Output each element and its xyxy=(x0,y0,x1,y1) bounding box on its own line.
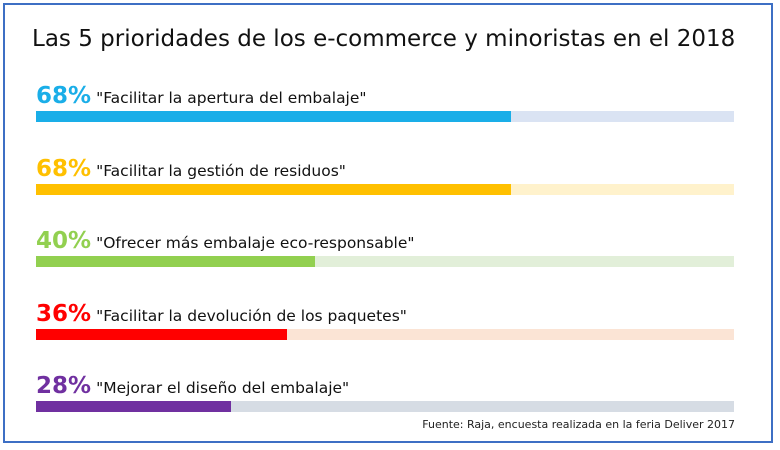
bar-percent-label: 40% xyxy=(36,228,92,254)
bar-row-label: 68% "Facilitar la apertura del embalaje" xyxy=(36,81,367,111)
bar-row-label: 68% "Facilitar la gestión de residuos" xyxy=(36,154,346,184)
bar-percent-label: 28% xyxy=(36,373,92,399)
bar-row: 28% "Mejorar el diseño del embalaje" xyxy=(36,371,734,419)
bar-track xyxy=(36,111,734,122)
bar-track xyxy=(36,256,734,267)
bar-row-label: 36% "Facilitar la devolución de los paque… xyxy=(36,299,407,329)
bar-track xyxy=(36,401,734,412)
bar-fill xyxy=(36,183,511,195)
bar-track xyxy=(36,328,734,340)
bar-category-label: "Facilitar la gestión de residuos" xyxy=(96,161,346,180)
bar-row: 36% "Facilitar la devolución de los paque… xyxy=(36,299,734,347)
chart-frame xyxy=(3,3,773,443)
bar-row: 40% "Ofrecer más embalaje eco-responsable… xyxy=(36,226,734,274)
bar-row-label: 40% "Ofrecer más embalaje eco-responsable… xyxy=(36,226,415,256)
bar-category-label: "Mejorar el diseño del embalaje" xyxy=(96,379,350,397)
bar-fill xyxy=(36,328,288,340)
bar-row: 68% "Facilitar la gestión de residuos" xyxy=(36,154,734,202)
bar-percent-label: 68% xyxy=(36,155,92,182)
bar-category-label: "Facilitar la devolución de los paquetes… xyxy=(96,306,407,325)
bar-fill xyxy=(36,401,232,412)
bar-percent-label: 36% xyxy=(36,300,92,327)
source-note: Fuente: Raja, encuesta realizada en la f… xyxy=(422,418,735,431)
bar-row: 68% "Facilitar la apertura del embalaje" xyxy=(36,81,734,129)
bar-row-label: 28% "Mejorar el diseño del embalaje" xyxy=(36,371,349,401)
chart-title: Las 5 prioridades de los e-commerce y mi… xyxy=(32,26,736,52)
bar-category-label: "Facilitar la apertura del embalaje" xyxy=(96,89,367,107)
bar-fill xyxy=(36,111,511,122)
bar-category-label: "Ofrecer más embalaje eco-responsable" xyxy=(96,234,415,252)
bar-track xyxy=(36,183,734,195)
bar-fill xyxy=(36,256,316,267)
bar-percent-label: 68% xyxy=(36,83,92,109)
